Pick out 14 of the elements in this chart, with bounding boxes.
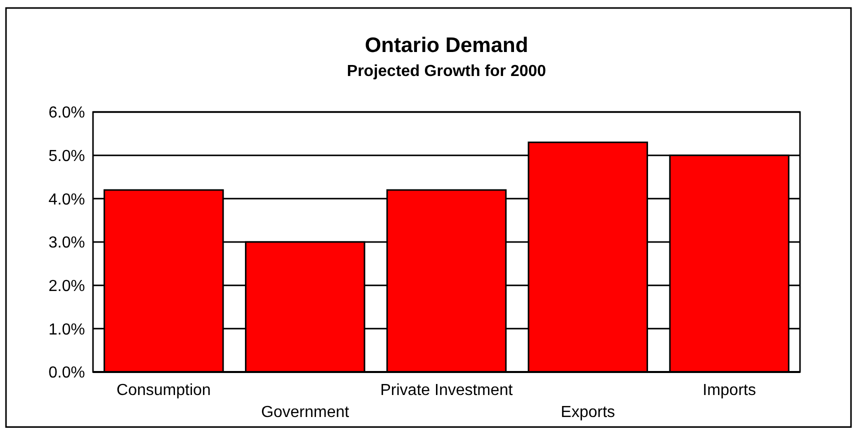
x-tick-label: Exports xyxy=(560,404,616,421)
y-tick-label: 4.0% xyxy=(48,191,85,208)
y-tick-label: 5.0% xyxy=(48,148,85,165)
y-tick-label: 0.0% xyxy=(48,364,85,382)
x-tick-label: Private Investment xyxy=(380,382,514,399)
y-tick-label: 1.0% xyxy=(48,321,85,338)
chart-subtitle: Projected Growth for 2000 xyxy=(346,63,546,80)
y-tick-label: 3.0% xyxy=(48,234,85,252)
x-tick-label: Government xyxy=(261,404,350,421)
y-tick-label: 6.0% xyxy=(48,104,85,122)
y-tick-label: 2.0% xyxy=(48,278,85,295)
x-tick-label: Imports xyxy=(702,382,756,399)
x-tick-label: Consumption xyxy=(116,382,211,399)
chart-title: Ontario Demand xyxy=(364,34,528,57)
